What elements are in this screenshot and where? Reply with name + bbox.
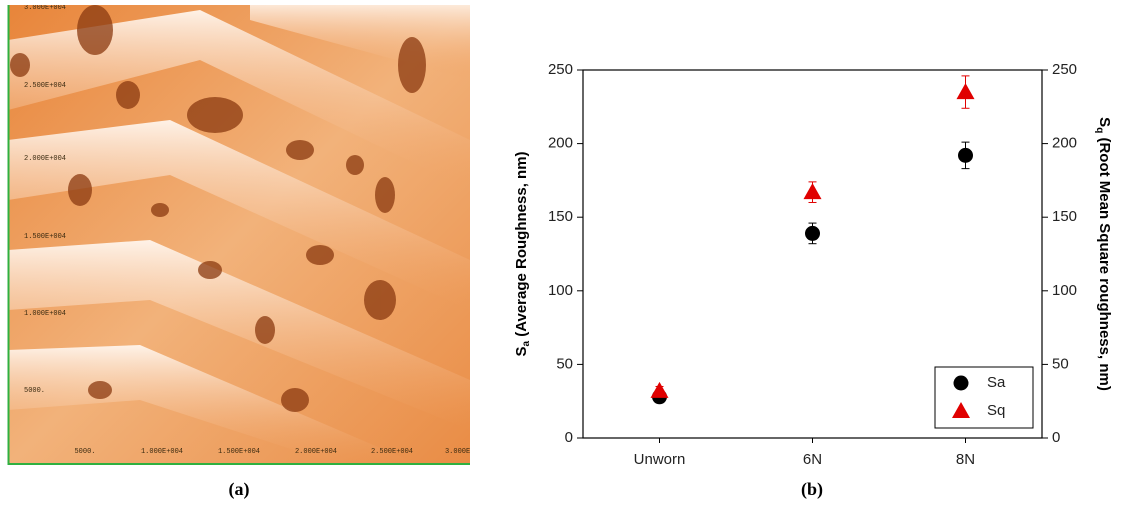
y2-tick-label: 200 [1052, 135, 1077, 152]
afm-x-label: 2.500E+004 [371, 448, 413, 456]
data-point [650, 381, 669, 398]
legend-label: Sa [987, 374, 1006, 391]
y-tick-label: 0 [565, 429, 573, 446]
panel-label: (b) [801, 479, 823, 500]
x-tick-label: 6N [803, 451, 822, 468]
data-point [958, 147, 973, 163]
y-tick-label: 200 [548, 135, 573, 152]
y-tick-label: 250 [548, 61, 573, 78]
axis-title-part: S [1096, 117, 1113, 127]
afm-image: 3.000E+004 2.500E+004 2.000E+004 1.500E+004… [8, 4, 487, 465]
axis-title: Sq (Root Mean Square roughness, nm) [1094, 117, 1113, 391]
data-point [956, 83, 975, 100]
afm-y-label: 5000. [24, 387, 45, 395]
legend-box [934, 366, 1034, 429]
y2-tick-label: 100 [1052, 282, 1077, 299]
axis-title-sub: a [521, 341, 532, 347]
x-tick-label: 8N [956, 451, 975, 468]
y2-tick-label: 50 [1052, 355, 1069, 372]
afm-y-label: 1.500E+004 [24, 233, 66, 241]
panel-label: (a) [229, 479, 250, 500]
afm-y-label: 2.500E+004 [24, 82, 66, 90]
data-point [953, 375, 969, 391]
axis-title-part: (Average Roughness, nm) [513, 151, 530, 340]
afm-x-label: 5000. [74, 448, 95, 456]
afm-y-label: 1.000E+004 [24, 310, 66, 318]
afm-y-label: 3.000E+004 [24, 4, 66, 12]
x-tick-label: Unworn [634, 451, 686, 468]
data-point [805, 225, 820, 241]
y-tick-label: 150 [548, 208, 573, 225]
afm-x-label: 2.000E+004 [295, 448, 337, 456]
afm-y-label: 2.000E+004 [24, 155, 66, 163]
y2-tick-label: 0 [1052, 429, 1060, 446]
y-tick-label: 50 [556, 355, 573, 372]
axis-title-part: S [513, 347, 530, 357]
y2-tick-label: 150 [1052, 208, 1077, 225]
y-tick-label: 100 [548, 282, 573, 299]
legend-label: Sq [987, 402, 1005, 419]
data-point [803, 183, 822, 200]
afm-x-label: 1.500E+004 [218, 448, 260, 456]
afm-x-label: 3.000E+004 [445, 448, 487, 456]
axis-title-part: (Root Mean Square roughness, nm) [1096, 133, 1113, 391]
afm-x-label: 1.000E+004 [141, 448, 183, 456]
axis-title-sub: q [1094, 127, 1105, 133]
y2-tick-label: 250 [1052, 61, 1077, 78]
data-point [952, 402, 970, 418]
axis-title: Sa (Average Roughness, nm) [513, 151, 532, 356]
